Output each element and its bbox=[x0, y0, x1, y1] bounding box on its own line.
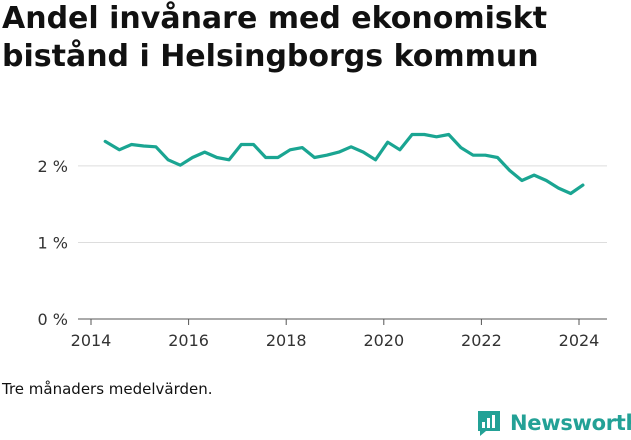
y-tick-label: 0 % bbox=[38, 310, 68, 329]
axes: 0 % 1 % 2 % 2014 2016 2018 2020 2022 2024 bbox=[38, 157, 600, 350]
x-tick-label: 2018 bbox=[266, 331, 307, 350]
x-tick-label: 2024 bbox=[559, 331, 600, 350]
x-tick-label: 2014 bbox=[71, 331, 112, 350]
newsworthy-logo-icon bbox=[478, 411, 500, 436]
x-tick-label: 2020 bbox=[363, 331, 404, 350]
brand-name: Newsworthy bbox=[510, 411, 631, 435]
x-tick-label: 2016 bbox=[168, 331, 209, 350]
gridlines bbox=[78, 165, 607, 320]
footnote: Tre månaders medelvärden. bbox=[2, 380, 213, 398]
y-tick-label: 1 % bbox=[38, 233, 68, 252]
chart-title: Andel invånare med ekonomiskt bistånd i … bbox=[2, 1, 548, 74]
y-tick-label: 2 % bbox=[38, 157, 68, 176]
series-line bbox=[103, 132, 585, 196]
x-tick-label: 2022 bbox=[461, 331, 502, 350]
series bbox=[103, 132, 585, 196]
brand-logo[interactable]: Newsworthy bbox=[476, 406, 631, 440]
